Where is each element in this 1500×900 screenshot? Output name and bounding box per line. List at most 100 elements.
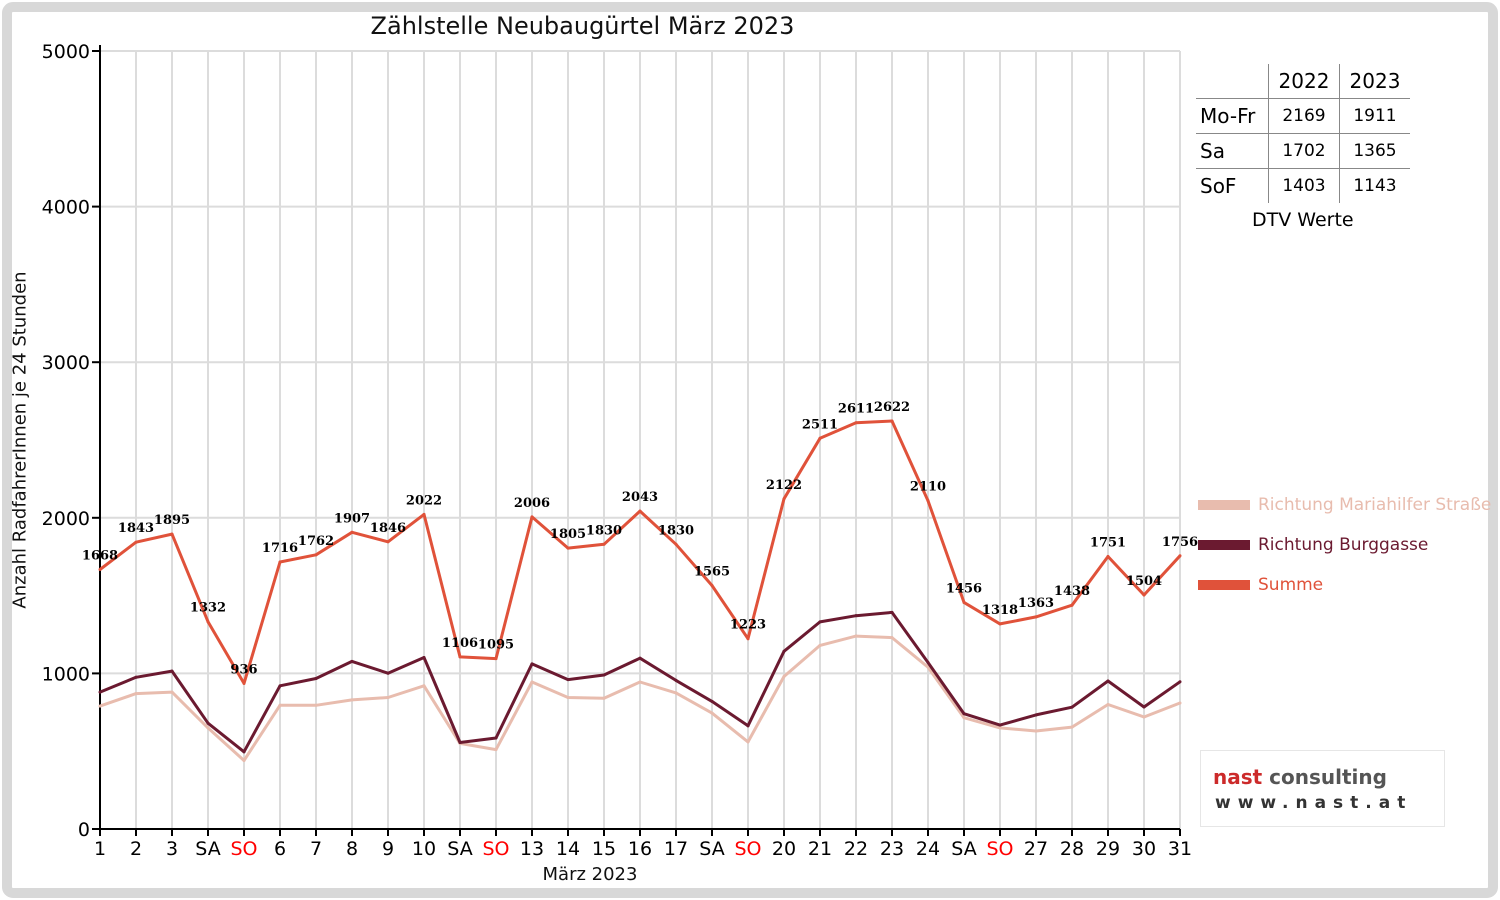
x-tick-label: 24 xyxy=(916,838,940,860)
dtv-header-2022: 2022 xyxy=(1268,64,1340,99)
data-point xyxy=(602,696,606,700)
data-point xyxy=(314,553,318,557)
data-point xyxy=(1178,554,1182,558)
data-label: 936 xyxy=(230,662,257,677)
data-point xyxy=(278,560,282,564)
x-tick-label: SA xyxy=(195,838,220,860)
data-label: 2022 xyxy=(406,493,442,508)
data-point xyxy=(818,436,822,440)
data-point xyxy=(1142,705,1146,709)
data-label: 2511 xyxy=(802,417,838,432)
data-label: 1504 xyxy=(1126,574,1162,589)
data-label: 1668 xyxy=(82,548,118,563)
x-tick-label: 6 xyxy=(274,838,286,860)
legend-item-mariahilfer: Richtung Mariahilfer Straße xyxy=(1198,493,1491,517)
x-tick-label: 2 xyxy=(130,838,142,860)
data-label: 1762 xyxy=(298,534,334,549)
y-tick-label: 2000 xyxy=(42,508,90,530)
legend-label: Summe xyxy=(1258,575,1324,595)
data-point xyxy=(1106,555,1110,559)
data-point xyxy=(782,649,786,653)
data-point xyxy=(1034,729,1038,733)
data-label: 1756 xyxy=(1162,535,1198,550)
x-tick-label: SO xyxy=(734,838,761,860)
x-tick-label: 14 xyxy=(556,838,580,860)
data-point xyxy=(746,637,750,641)
data-point xyxy=(926,665,930,669)
data-point xyxy=(998,723,1002,727)
data-point xyxy=(530,515,534,519)
legend-label: Richtung Mariahilfer Straße xyxy=(1258,495,1492,515)
data-point xyxy=(170,532,174,536)
data-point xyxy=(1070,725,1074,729)
x-tick-label: 8 xyxy=(346,838,358,860)
data-point xyxy=(890,610,894,614)
data-point xyxy=(998,622,1002,626)
data-point xyxy=(98,567,102,571)
data-label: 2110 xyxy=(910,480,946,495)
y-tick-label: 4000 xyxy=(42,197,90,219)
data-point xyxy=(926,661,930,665)
data-point xyxy=(494,657,498,661)
data-point xyxy=(1178,701,1182,705)
data-point xyxy=(746,724,750,728)
data-point xyxy=(422,512,426,516)
legend-swatch xyxy=(1198,540,1250,550)
data-label: 2122 xyxy=(766,478,802,493)
data-point xyxy=(854,634,858,638)
dtv-caption: DTV Werte xyxy=(1252,209,1354,231)
data-point xyxy=(962,600,966,604)
data-point xyxy=(242,681,246,685)
data-point xyxy=(314,703,318,707)
y-tick-label: 1000 xyxy=(42,663,90,685)
x-tick-label: 3 xyxy=(166,838,178,860)
data-point xyxy=(134,675,138,679)
data-point xyxy=(1070,603,1074,607)
data-point xyxy=(458,740,462,744)
data-label: 1095 xyxy=(478,638,514,653)
data-point xyxy=(638,680,642,684)
data-point xyxy=(98,704,102,708)
x-tick-label: SO xyxy=(230,838,257,860)
x-tick-label: SO xyxy=(482,838,509,860)
data-point xyxy=(818,643,822,647)
data-point xyxy=(278,703,282,707)
data-point xyxy=(494,736,498,740)
data-point xyxy=(1106,679,1110,683)
data-point xyxy=(674,691,678,695)
data-point xyxy=(638,656,642,660)
data-point xyxy=(350,530,354,534)
data-point xyxy=(386,696,390,700)
data-point xyxy=(854,421,858,425)
data-point xyxy=(458,655,462,659)
data-point xyxy=(98,690,102,694)
x-tick-label: SA xyxy=(699,838,724,860)
data-point xyxy=(926,499,930,503)
x-tick-label: 10 xyxy=(412,838,436,860)
data-point xyxy=(1070,705,1074,709)
data-label: 1895 xyxy=(154,513,190,528)
y-tick-label: 3000 xyxy=(42,352,90,374)
x-tick-label: 28 xyxy=(1060,838,1084,860)
logo-text: nast consulting xyxy=(1213,765,1387,789)
data-label: 1438 xyxy=(1054,584,1090,599)
data-label: 1716 xyxy=(262,541,298,556)
data-label: 1332 xyxy=(190,601,226,616)
dtv-cell: 1143 xyxy=(1339,168,1410,203)
data-point xyxy=(674,542,678,546)
y-tick-label: 5000 xyxy=(42,41,90,63)
data-point xyxy=(1034,713,1038,717)
x-tick-label: 16 xyxy=(628,838,652,860)
dtv-row-label: SoF xyxy=(1196,168,1269,203)
x-tick-label: 1 xyxy=(94,838,106,860)
data-point xyxy=(782,497,786,501)
data-point xyxy=(638,509,642,513)
data-label: 2622 xyxy=(874,400,910,415)
data-point xyxy=(566,696,570,700)
data-point xyxy=(1142,715,1146,719)
data-point xyxy=(386,671,390,675)
x-tick-label: SA xyxy=(951,838,976,860)
data-point xyxy=(566,678,570,682)
